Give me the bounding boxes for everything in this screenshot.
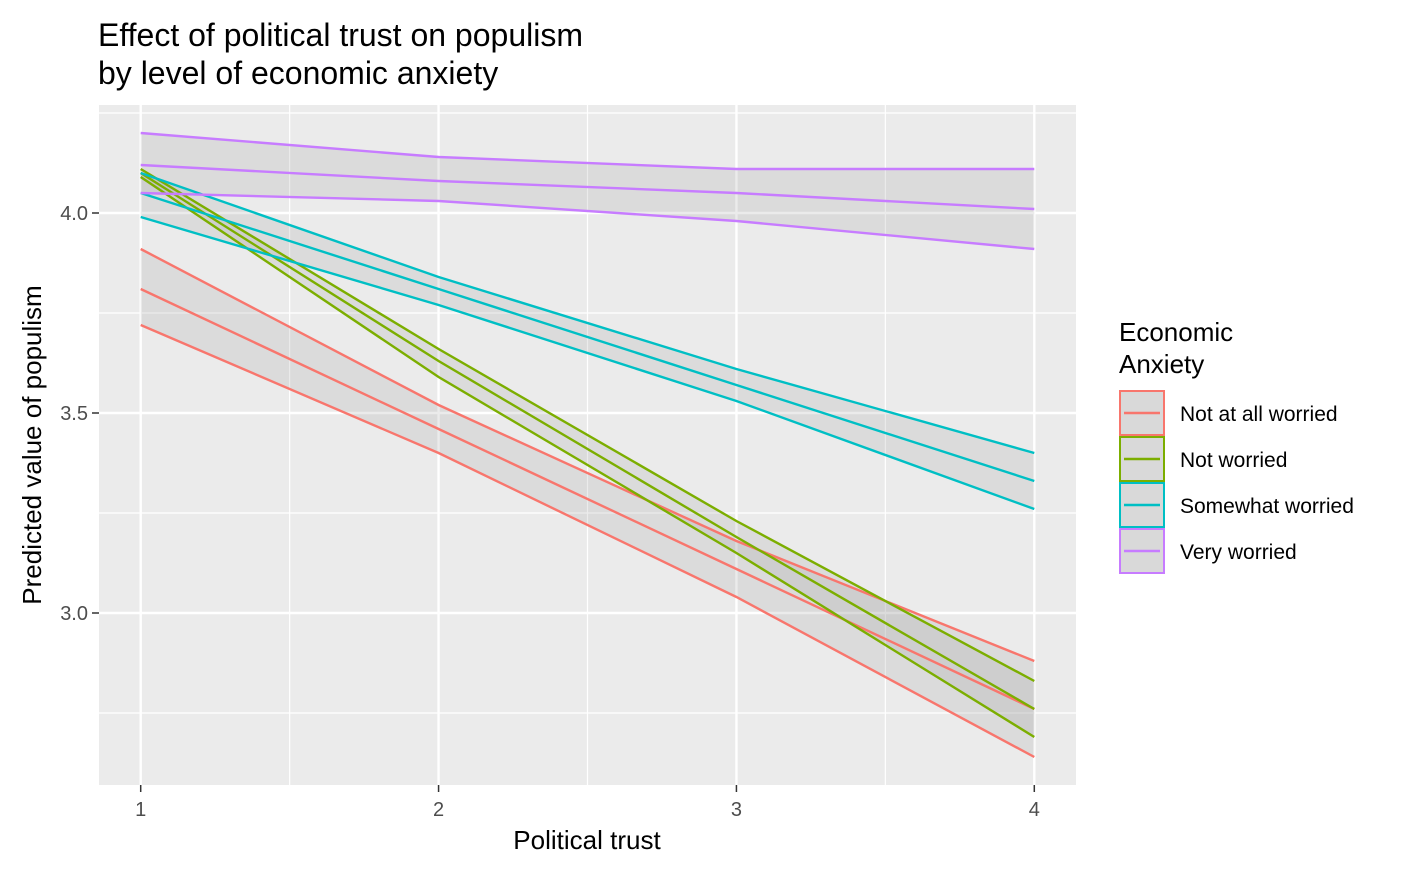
chart-title-line-1: Effect of political trust on populism: [98, 17, 583, 53]
lower-bound-line-not-at-all-worried: [140, 323, 1035, 759]
upper-bound-line-somewhat-worried: [140, 171, 1035, 455]
legend-title-line-1: Economic: [1119, 317, 1233, 347]
x-tick-label: 2: [433, 799, 444, 821]
fit-line-not-worried: [140, 171, 1035, 711]
chart-title-line-2: by level of economic anxiety: [98, 55, 498, 91]
fit-line-very-worried: [140, 163, 1035, 211]
x-tick-label: 4: [1029, 799, 1040, 821]
ribbon-not-worried: [140, 169, 1035, 737]
legend-label-not-at-all-worried: Not at all worried: [1180, 403, 1338, 426]
upper-bound-line-not-worried: [140, 167, 1035, 683]
series-lines: [140, 131, 1035, 759]
legend-label-not-worried: Not worried: [1180, 449, 1287, 472]
x-axis-ticks: 1 2 3 4: [135, 785, 1040, 821]
ribbon-very-worried: [140, 133, 1035, 249]
legend-items: Not at all worried Not worried Somewhat wo…: [1119, 390, 1354, 574]
y-tick-label: 3.0: [60, 603, 88, 625]
upper-bound-line-very-worried: [140, 131, 1035, 171]
legend-title-line-2: Anxiety: [1119, 349, 1204, 379]
y-tick-label: 3.5: [60, 403, 88, 425]
confidence-ribbons: [140, 133, 1035, 757]
lower-bound-line-somewhat-worried: [140, 215, 1035, 511]
lower-bound-line-not-worried: [140, 176, 1035, 739]
y-axis-ticks: 3.0 3.5 4.0: [60, 203, 99, 625]
legend-label-somewhat-worried: Somewhat worried: [1180, 495, 1354, 518]
x-tick-label: 3: [731, 799, 742, 821]
fit-line-not-at-all-worried: [140, 287, 1035, 711]
minor-gridlines: [99, 105, 1076, 785]
lower-bound-line-very-worried: [140, 191, 1035, 251]
legend: Economic Anxiety Not at all worried Not w…: [1119, 317, 1354, 574]
y-tick-label: 4.0: [60, 203, 88, 225]
ribbon-somewhat-worried: [140, 173, 1035, 509]
ribbon-not-at-all-worried: [140, 249, 1035, 757]
fit-line-somewhat-worried: [140, 191, 1035, 483]
y-axis-title: Predicted value of populism: [17, 285, 47, 604]
x-tick-label: 1: [135, 799, 146, 821]
legend-label-very-worried: Very worried: [1180, 541, 1297, 564]
x-axis-title: Political trust: [513, 825, 661, 855]
